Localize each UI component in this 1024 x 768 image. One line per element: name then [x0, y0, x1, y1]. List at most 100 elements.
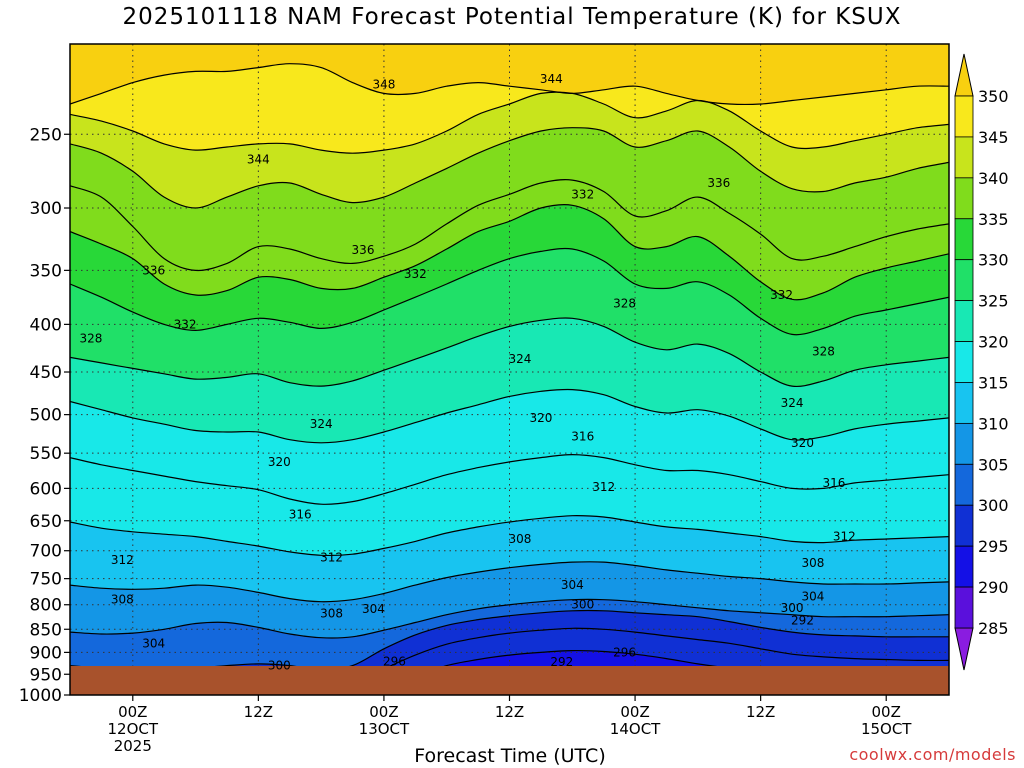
contour-line-332	[70, 203, 949, 301]
colorbar-swatch	[954, 545, 974, 588]
contour-label: 304	[561, 578, 584, 592]
contour-label: 312	[833, 530, 856, 544]
y-tick-label: 750	[30, 570, 62, 590]
x-tick-label: 15OCT	[861, 720, 912, 738]
colorbar-tick-label: 310	[978, 414, 1009, 433]
contour-label: 324	[781, 396, 804, 410]
x-axis-title-text: Forecast Time (UTC)	[414, 745, 606, 767]
colorbar-swatch	[954, 422, 974, 465]
dotted-grid-layer	[70, 44, 949, 695]
x-tick-label: 13OCT	[359, 720, 410, 738]
contour-label: 316	[822, 476, 845, 490]
x-tick-label: 2025	[114, 737, 152, 755]
contour-line-344	[70, 91, 949, 154]
y-tick-label: 250	[30, 125, 62, 145]
y-tick-label: 850	[30, 620, 62, 640]
colorbar-tick-label: 345	[978, 128, 1009, 147]
colorbar-tick-label: 350	[978, 87, 1009, 106]
contour-line-348	[70, 63, 949, 106]
contour-label: 300	[268, 659, 291, 673]
contour-label: 308	[509, 532, 532, 546]
x-tick-label: 12Z	[746, 703, 775, 721]
terrain-band	[70, 666, 949, 695]
colorbar-swatch	[954, 300, 974, 342]
y-tick-label: 600	[30, 479, 62, 499]
y-axis: 250 300 350 400 450 500 550 600 650 700 750 800 850 9…	[19, 125, 70, 706]
contour-label: 312	[111, 553, 134, 567]
colorbar-swatch	[954, 95, 974, 138]
contour-line-304	[70, 598, 949, 639]
colorbar-swatch	[954, 136, 974, 179]
contour-label: 312	[592, 480, 615, 494]
colorbar-swatch	[954, 504, 974, 547]
x-tick-label: 00Z	[620, 703, 649, 721]
colorbar-tick-label: 290	[978, 578, 1009, 597]
colorbar-swatch	[954, 177, 974, 220]
contour-line-layer	[70, 63, 949, 695]
y-tick-label: 1000	[19, 686, 62, 706]
contour-label: 304	[142, 636, 165, 650]
contour-label: 336	[707, 176, 730, 190]
y-tick-label: 550	[30, 444, 62, 464]
colorbar-tick-label: 335	[978, 210, 1009, 229]
contour-label: 308	[802, 556, 825, 570]
y-tick-label: 950	[30, 665, 62, 685]
colorbar-swatch	[954, 259, 974, 302]
x-tick-label: 12Z	[495, 703, 524, 721]
contour-label: 300	[571, 598, 594, 612]
contour-label: 296	[383, 654, 406, 668]
contour-label: 308	[320, 607, 343, 621]
y-tick-label: 800	[30, 596, 62, 616]
contour-label-layer: 348 344 344 336 332 336 336 332 332 328 332 328 328 3…	[79, 72, 855, 673]
contour-line-312	[70, 515, 949, 557]
contour-label: 292	[791, 614, 814, 628]
contour-label: 332	[571, 187, 594, 201]
colorbar-bottom-arrow	[954, 627, 974, 671]
contour-label: 344	[247, 152, 270, 166]
colorbar-tick-label: 330	[978, 251, 1009, 270]
x-tick-label: 00Z	[369, 703, 398, 721]
y-tick-label: 500	[30, 406, 62, 426]
colorbar-swatch	[954, 341, 974, 383]
contour-label: 320	[529, 411, 552, 425]
contour-label: 336	[352, 243, 375, 257]
y-tick-label: 300	[30, 199, 62, 219]
contour-line-324	[70, 317, 949, 388]
colorbar-swatch	[954, 586, 974, 629]
contour-label: 328	[812, 345, 835, 359]
contour-label: 328	[613, 297, 636, 311]
x-tick-label: 00Z	[872, 703, 901, 721]
contour-label: 332	[770, 288, 793, 302]
contour-label: 316	[571, 430, 594, 444]
contour-label: 312	[320, 551, 343, 565]
contour-label: 296	[613, 645, 636, 659]
y-tick-label: 400	[30, 315, 62, 335]
colorbar-tick-label: 325	[978, 292, 1009, 311]
contour-label: 308	[111, 593, 134, 607]
contour-label: 292	[550, 655, 573, 669]
contour-label: 320	[268, 455, 291, 469]
contour-line-320	[70, 388, 949, 444]
colorbar-swatch	[954, 218, 974, 261]
chart-title: 2025101118 NAM Forecast Potential Temper…	[122, 4, 902, 30]
contour-line-316	[70, 453, 949, 505]
contour-line-336	[70, 179, 949, 272]
contour-label: 324	[310, 417, 333, 431]
contour-label: 316	[289, 507, 312, 521]
colorbar-swatch	[954, 382, 974, 424]
contour-line-328	[70, 247, 949, 336]
x-axis-title: Forecast Time (UTC)	[0, 745, 1024, 767]
x-tick-label: 00Z	[118, 703, 147, 721]
y-tick-label: 650	[30, 512, 62, 532]
colorbar-tick-label: 285	[978, 619, 1009, 638]
colorbar-top-arrow	[954, 53, 974, 97]
credit-text: coolwx.com/models	[849, 745, 1016, 764]
contour-label: 324	[509, 352, 532, 366]
contour-line-340	[70, 127, 949, 209]
contour-label: 348	[372, 77, 395, 91]
colorbar-tick-label: 305	[978, 455, 1009, 474]
colorbar-tick-label: 295	[978, 537, 1009, 556]
contour-label: 336	[142, 263, 165, 277]
